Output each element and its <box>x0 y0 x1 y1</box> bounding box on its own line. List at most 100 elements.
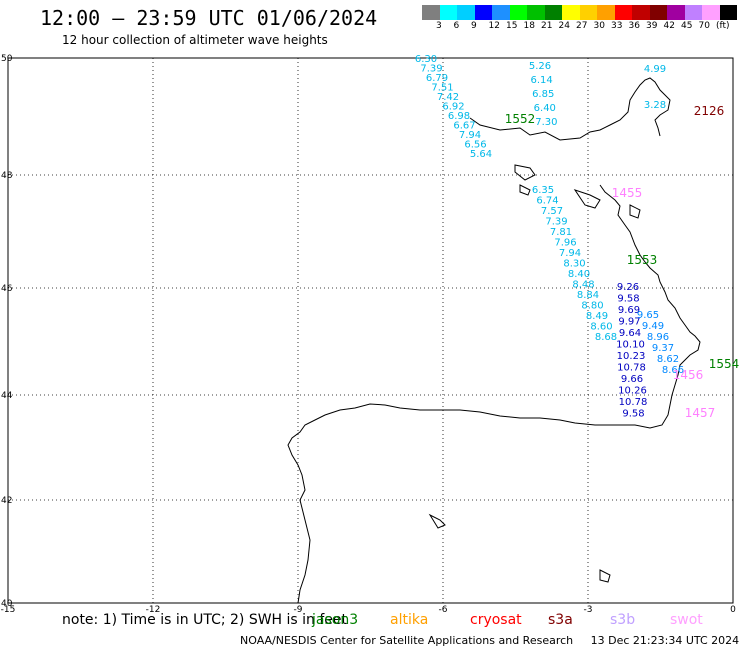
lat-tick-label: 46 <box>1 284 13 294</box>
wave-height-label: 9.58 <box>617 294 639 305</box>
wave-height-label: 8.66 <box>662 365 684 376</box>
wave-height-label: 10.23 <box>617 351 646 362</box>
color-scale-label: 15 <box>506 21 518 31</box>
color-swatch <box>562 5 580 20</box>
color-swatch <box>684 5 702 20</box>
lat-tick-label: 50 <box>1 54 13 64</box>
wave-height-label: 6.74 <box>536 196 558 207</box>
wave-height-label: 10.10 <box>616 340 645 351</box>
wave-height-label: 7.96 <box>554 238 576 249</box>
color-scale-label: 70 <box>698 21 710 31</box>
pass-time-label: 2126 <box>694 104 725 118</box>
wave-height-label: 8.96 <box>647 332 669 343</box>
wave-height-label: 6.30 <box>415 54 437 65</box>
color-scale-label: 21 <box>541 21 553 31</box>
color-swatch <box>632 5 650 20</box>
wave-height-label: 7.94 <box>559 248 581 259</box>
lat-tick-label: 44 <box>1 391 13 401</box>
note-text: note: 1) Time is in UTC; 2) SWH is in fe… <box>62 612 348 628</box>
lat-tick-label: 48 <box>1 171 13 181</box>
island-outline <box>629 204 641 219</box>
color-scale-label: 33 <box>611 21 623 31</box>
wave-height-label: 10.78 <box>617 363 646 374</box>
pass-time-label: 1552 <box>505 112 536 126</box>
wave-height-label: 5.26 <box>529 61 551 72</box>
wave-height-label: 6.98 <box>448 111 470 122</box>
pass-time-label: 1455 <box>612 186 643 200</box>
pass-time-label: 1554 <box>709 357 740 371</box>
wave-height-label: 9.37 <box>652 343 674 354</box>
wave-height-label: 7.39 <box>420 64 442 75</box>
island-outline <box>599 569 611 583</box>
wave-height-label: 8.84 <box>577 290 599 301</box>
color-swatch <box>439 5 457 20</box>
page-title: 12:00 – 23:59 UTC 01/06/2024 <box>40 6 378 30</box>
color-swatch <box>667 5 685 20</box>
lat-tick-label: 42 <box>1 496 12 506</box>
wave-height-label: 8.68 <box>595 332 617 343</box>
wave-height-label: 6.35 <box>532 185 554 196</box>
wave-height-label: 6.67 <box>453 121 475 132</box>
island-outline <box>519 184 531 196</box>
wave-height-label: 7.42 <box>437 92 459 103</box>
wave-height-label: 9.64 <box>619 328 641 339</box>
wave-height-label: 7.51 <box>431 83 453 94</box>
wave-height-label: 9.97 <box>618 317 640 328</box>
wave-height-label: 9.66 <box>621 374 643 385</box>
color-scale-label: 9 <box>471 21 477 31</box>
wave-height-label: 6.56 <box>464 140 486 151</box>
wave-height-label: 9.65 <box>637 310 659 321</box>
lon-tick-label: -15 <box>1 605 16 615</box>
color-swatch <box>544 5 562 20</box>
wave-height-label: 6.79 <box>426 73 448 84</box>
wave-height-label: 9.26 <box>617 282 639 293</box>
color-scale-labels: 3 6 9 12 15 18 21 24 27 30 33 36 39 42 45 70 (ft) <box>422 21 740 33</box>
color-scale-label: 3 <box>436 21 442 31</box>
color-swatch <box>422 5 440 20</box>
satellite-legend-item: s3b <box>610 612 636 628</box>
satellite-legend-item: swot <box>670 612 703 628</box>
footer: NOAA/NESDIS Center for Satellite Applica… <box>240 634 739 647</box>
wave-height-label: 6.40 <box>534 103 556 114</box>
color-swatch <box>614 5 632 20</box>
satellite-legend-item: altika <box>390 612 429 628</box>
wave-height-label: 8.62 <box>657 354 679 365</box>
wave-height-label: 9.58 <box>622 409 644 420</box>
pass-time-label: 1457 <box>685 406 716 420</box>
color-swatch <box>457 5 475 20</box>
color-scale-label: 30 <box>593 21 605 31</box>
footer-credit: NOAA/NESDIS Center for Satellite Applica… <box>240 634 574 647</box>
wave-height-label: 7.94 <box>459 130 481 141</box>
color-scale-label: 12 <box>488 21 500 31</box>
wave-height-label: 8.30 <box>563 259 585 270</box>
wave-height-label: 6.14 <box>530 75 552 86</box>
color-scale-label: 27 <box>576 21 588 31</box>
satellite-legend-item: s3a <box>548 612 573 628</box>
map-frame <box>7 57 734 604</box>
color-swatch <box>597 5 615 20</box>
wave-height-label: 8.40 <box>568 269 590 280</box>
wave-height-label: 3.28 <box>644 100 666 111</box>
lon-tick-label: -6 <box>439 605 448 615</box>
wave-height-label: 4.99 <box>644 64 666 75</box>
color-scale-label: 24 <box>558 21 570 31</box>
color-swatch <box>579 5 597 20</box>
color-scale-label: 45 <box>681 21 693 31</box>
color-scale-label: (ft) <box>716 21 730 31</box>
lat-tick-label: 40 <box>1 599 13 609</box>
island-outline <box>514 164 536 181</box>
coastline <box>287 77 701 604</box>
color-swatch <box>509 5 527 20</box>
wave-height-label: 5.64 <box>470 149 492 160</box>
wave-height-label: 7.39 <box>545 217 567 228</box>
wave-height-label: 8.48 <box>572 280 594 291</box>
color-scale-label: 6 <box>453 21 460 31</box>
color-scale-label: 36 <box>628 21 640 31</box>
wave-height-label: 6.92 <box>442 102 464 113</box>
island-outline <box>573 189 601 209</box>
wave-height-label: 10.26 <box>618 386 647 397</box>
wave-height-label: 8.60 <box>590 322 612 333</box>
wave-height-label: 6.85 <box>532 89 554 100</box>
wave-height-label: 7.30 <box>535 117 557 128</box>
color-swatch <box>474 5 492 20</box>
